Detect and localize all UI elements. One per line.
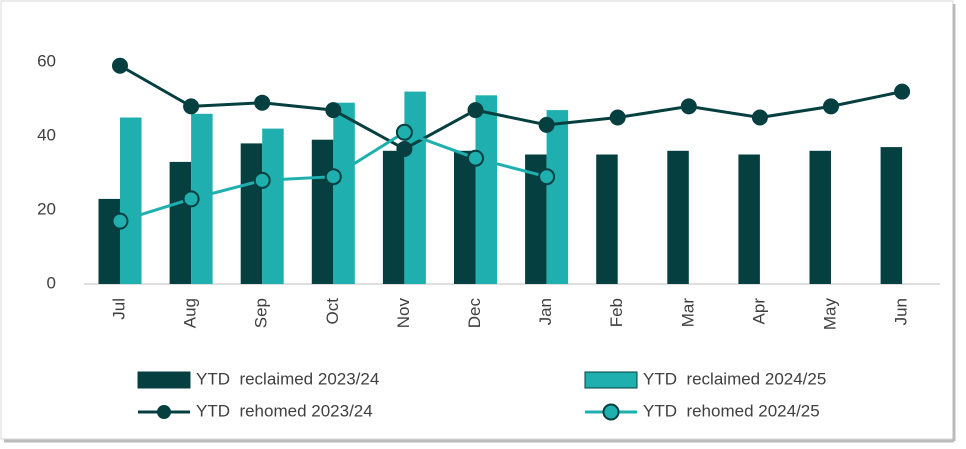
bar xyxy=(475,95,497,284)
y-tick-label: 20 xyxy=(37,199,56,218)
marker xyxy=(325,102,342,119)
x-tick-label: Sep xyxy=(252,298,271,328)
x-tick-label: Mar xyxy=(678,298,697,328)
x-tick-label: Aug xyxy=(181,298,200,328)
x-tick-label: Feb xyxy=(607,298,626,327)
bar xyxy=(738,154,760,284)
bar xyxy=(880,147,903,284)
legend-swatch xyxy=(137,371,191,389)
x-tick-label: Nov xyxy=(394,298,413,329)
marker xyxy=(111,212,129,230)
bar xyxy=(546,110,569,284)
legend-label: YTD rehomed 2023/24 xyxy=(196,401,373,420)
x-tick-label: Jun xyxy=(892,298,911,325)
marker xyxy=(538,168,556,186)
bar xyxy=(596,154,618,284)
marker xyxy=(396,140,413,157)
bar xyxy=(262,128,284,284)
x-tick-label: Apr xyxy=(749,298,768,325)
legend-marker xyxy=(157,405,171,419)
bar xyxy=(454,150,476,284)
legend-label: YTD reclaimed 2023/24 xyxy=(196,369,379,388)
marker xyxy=(183,98,200,115)
legend-swatch xyxy=(584,371,638,389)
marker xyxy=(395,123,413,141)
bar xyxy=(404,91,426,284)
bar xyxy=(311,139,334,284)
marker xyxy=(538,116,555,133)
marker xyxy=(182,190,200,208)
bar xyxy=(333,102,355,284)
legend-label: YTD rehomed 2024/25 xyxy=(643,401,820,420)
marker xyxy=(894,83,911,100)
x-tick-label: Jan xyxy=(536,298,555,325)
y-tick-label: 0 xyxy=(47,273,56,292)
marker xyxy=(467,149,484,167)
marker xyxy=(823,98,839,115)
marker xyxy=(680,98,697,115)
bar xyxy=(98,198,120,284)
bar xyxy=(120,117,142,284)
y-tick-label: 60 xyxy=(37,51,56,70)
marker xyxy=(751,109,768,126)
legend-marker xyxy=(602,403,620,421)
bar xyxy=(667,150,689,284)
legend-label: YTD reclaimed 2024/25 xyxy=(643,369,826,388)
bar xyxy=(169,161,192,284)
marker xyxy=(254,94,271,111)
line xyxy=(119,64,903,151)
marker xyxy=(324,168,342,186)
x-tick-label: Dec xyxy=(465,298,484,329)
bar xyxy=(382,150,405,284)
marker xyxy=(253,171,271,189)
marker xyxy=(609,109,626,126)
y-tick-label: 40 xyxy=(37,125,56,144)
x-tick-label: Jul xyxy=(109,298,128,320)
bar xyxy=(525,154,547,284)
bar xyxy=(240,143,263,284)
bar xyxy=(191,113,213,284)
x-tick-label: May xyxy=(820,298,839,331)
marker xyxy=(112,57,128,74)
bar xyxy=(809,150,831,284)
marker xyxy=(467,102,484,119)
x-tick-label: Oct xyxy=(323,298,342,325)
